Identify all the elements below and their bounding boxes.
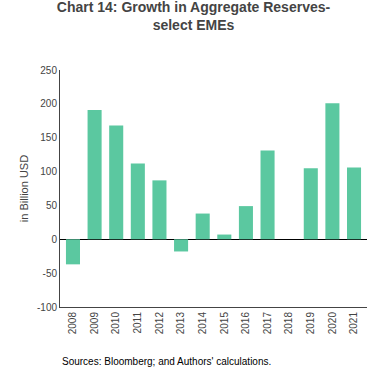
svg-text:Chart 14: Growth in Aggregate: Chart 14: Growth in Aggregate Reserves-s… [57,0,331,33]
svg-text:200: 200 [40,98,57,109]
svg-text:2020: 2020 [327,312,338,335]
svg-text:0: 0 [51,234,57,245]
svg-text:2009: 2009 [89,312,100,335]
svg-text:2021: 2021 [348,312,359,335]
svg-text:50: 50 [46,200,58,211]
svg-text:in Billion USD: in Billion USD [18,155,30,222]
svg-text:2018: 2018 [283,312,294,335]
svg-text:2008: 2008 [67,312,78,335]
svg-text:2016: 2016 [240,312,251,335]
svg-text:150: 150 [40,132,57,143]
svg-text:-50: -50 [43,268,58,279]
svg-text:-100: -100 [37,302,57,313]
svg-text:2015: 2015 [219,312,230,335]
svg-text:2014: 2014 [197,312,208,335]
svg-text:2012: 2012 [154,312,165,335]
svg-text:2011: 2011 [132,312,143,334]
svg-text:Sources: Bloomberg; and Author: Sources: Bloomberg; and Authors' calcula… [62,356,271,367]
svg-text:2019: 2019 [305,312,316,335]
svg-text:100: 100 [40,166,57,177]
svg-text:2010: 2010 [110,312,121,335]
svg-text:2017: 2017 [262,312,273,335]
svg-text:250: 250 [40,65,57,76]
svg-text:2013: 2013 [175,312,186,335]
